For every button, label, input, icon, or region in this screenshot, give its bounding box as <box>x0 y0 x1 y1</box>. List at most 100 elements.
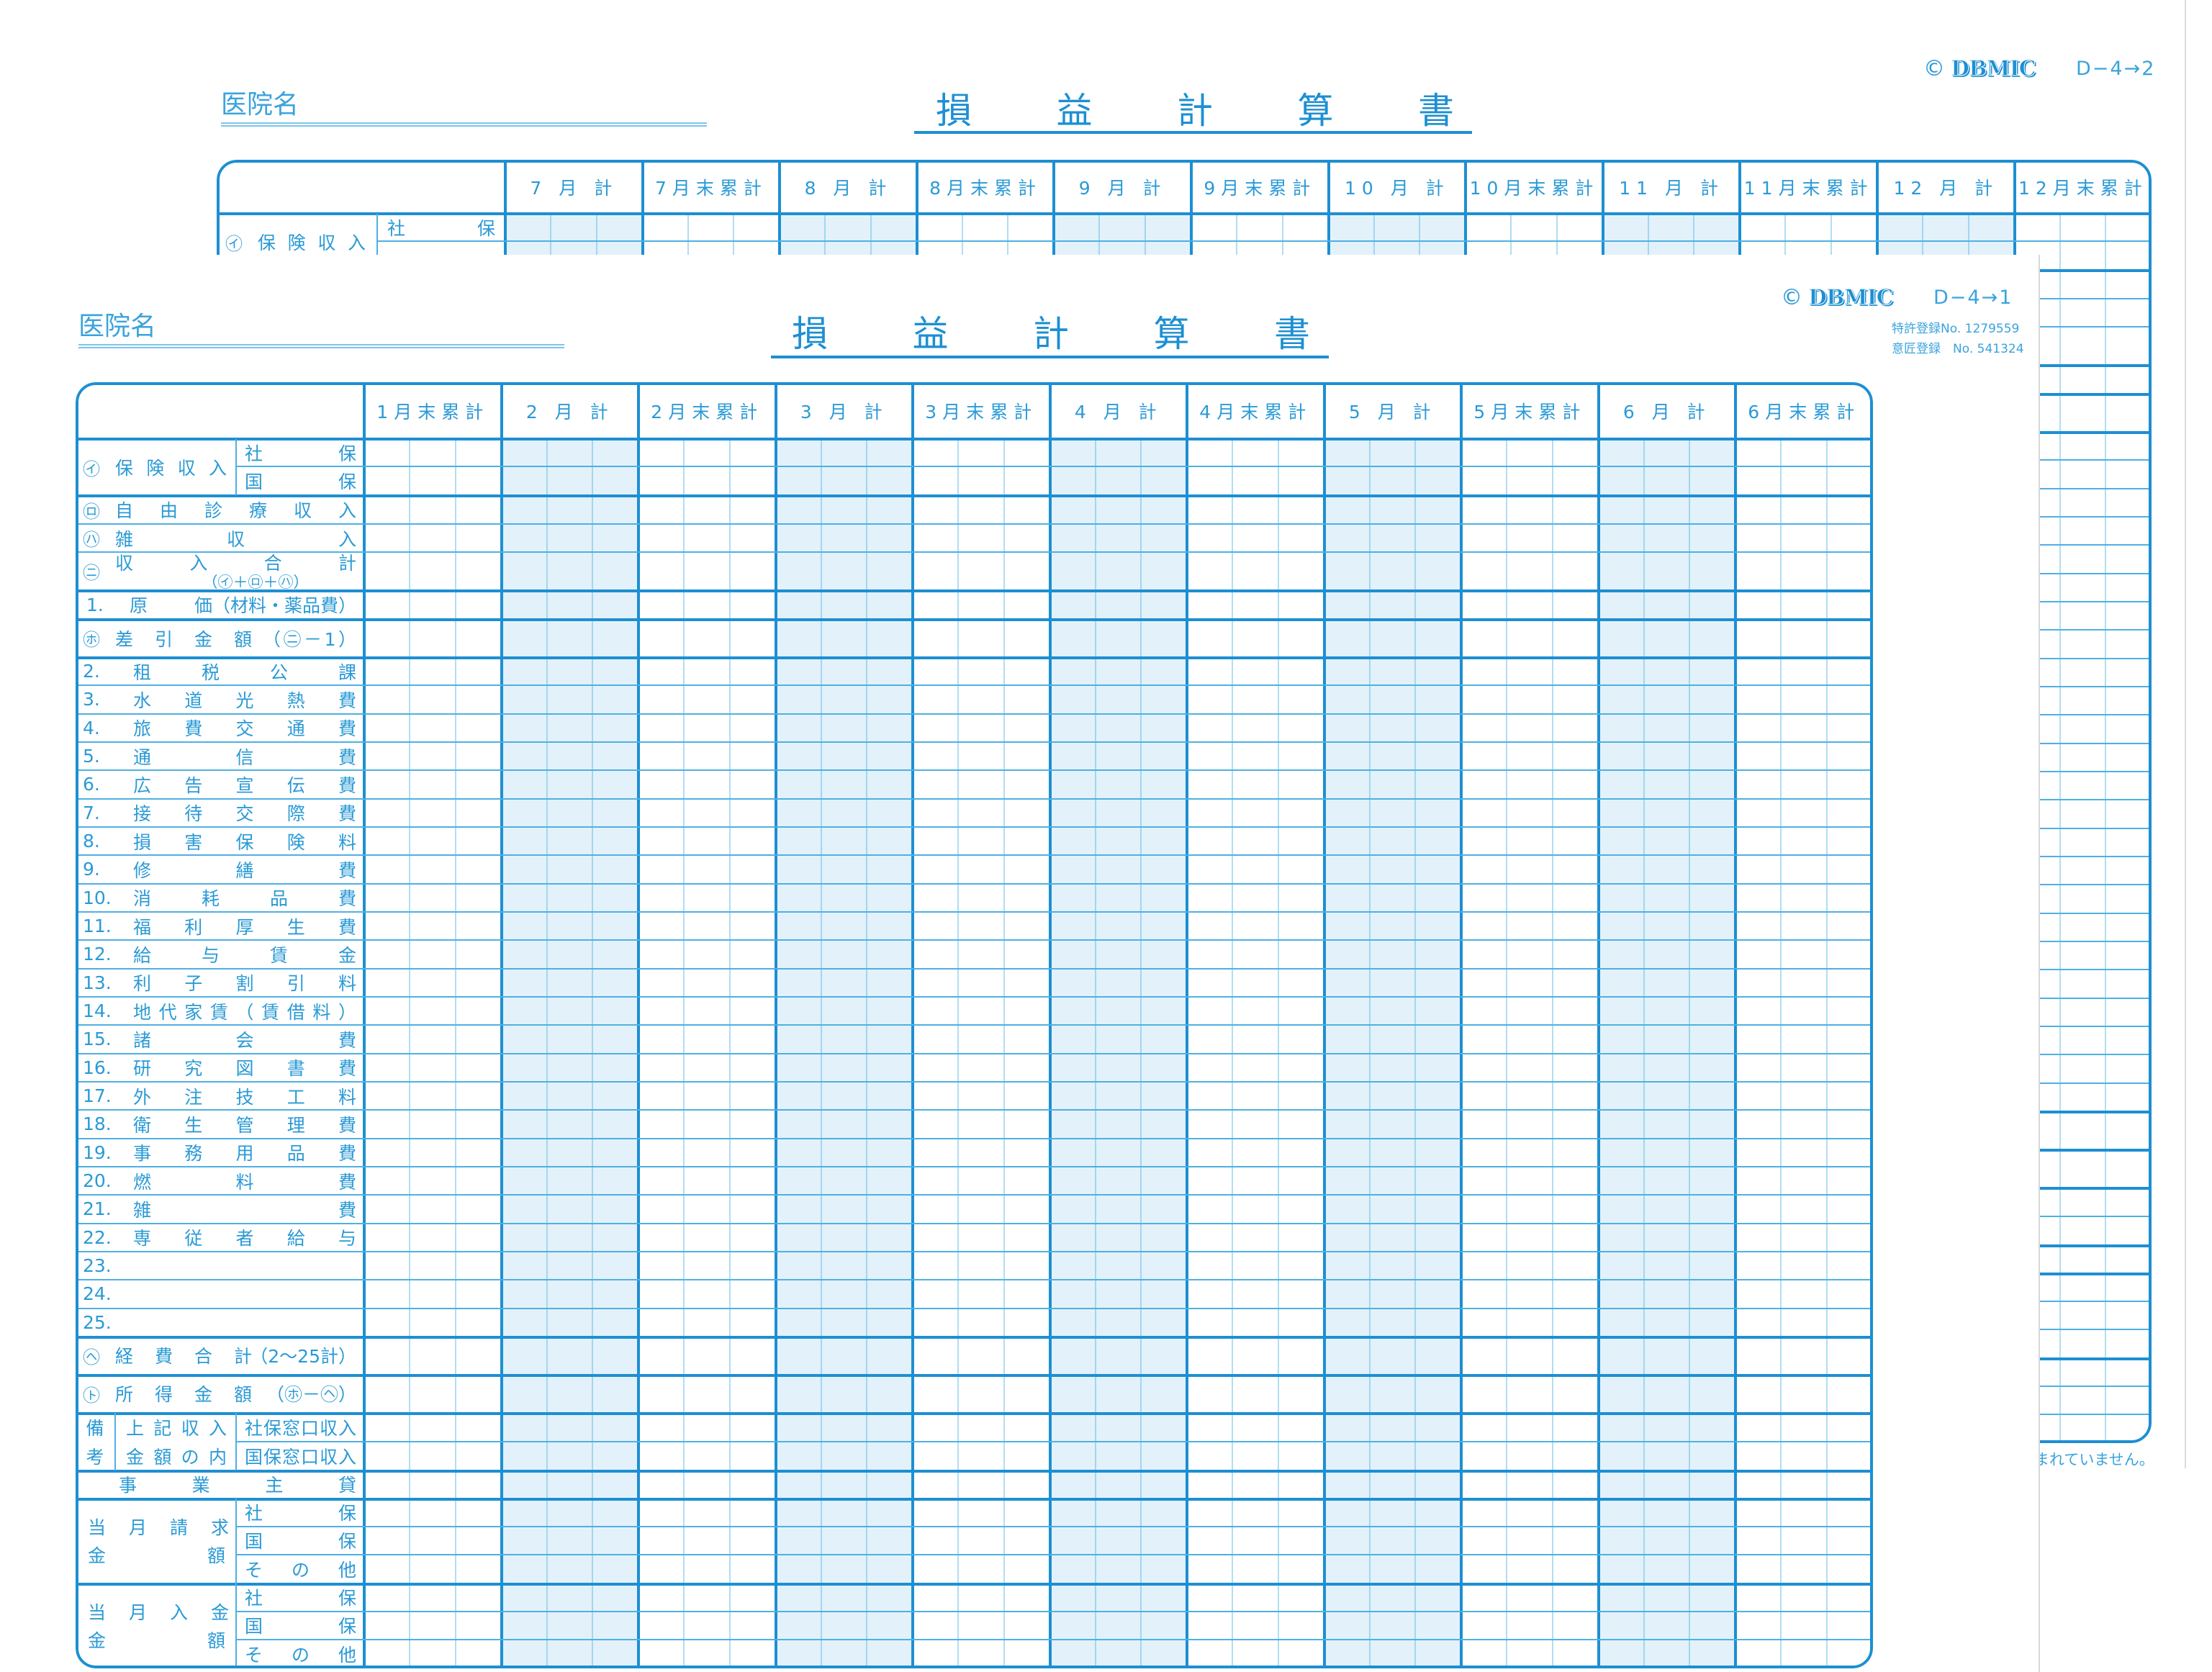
entry-cell[interactable] <box>638 713 776 742</box>
entry-cell[interactable] <box>501 883 638 912</box>
entry-cell[interactable] <box>1187 1138 1324 1167</box>
entry-cell[interactable] <box>501 1412 638 1442</box>
entry-cell[interactable] <box>1187 1498 1324 1527</box>
entry-cell[interactable] <box>638 552 776 590</box>
entry-cell[interactable] <box>501 713 638 742</box>
entry-cell[interactable] <box>1324 1611 1461 1640</box>
entry-cell[interactable] <box>638 1195 776 1224</box>
entry-cell[interactable] <box>1735 552 1873 590</box>
entry-cell[interactable] <box>1324 883 1461 912</box>
entry-cell[interactable] <box>775 883 913 912</box>
entry-cell[interactable] <box>638 1166 776 1196</box>
entry-cell[interactable] <box>1187 713 1324 742</box>
entry-cell[interactable] <box>638 439 776 466</box>
entry-cell[interactable] <box>775 1053 913 1082</box>
entry-cell[interactable] <box>1461 1081 1599 1111</box>
entry-cell[interactable] <box>1735 1166 1873 1196</box>
entry-cell[interactable] <box>1187 1526 1324 1555</box>
entry-cell[interactable] <box>913 1611 1050 1640</box>
entry-cell[interactable] <box>1187 685 1324 714</box>
entry-cell[interactable] <box>638 1470 776 1499</box>
entry-cell[interactable] <box>1598 1526 1735 1555</box>
entry-cell[interactable] <box>638 1053 776 1082</box>
entry-cell[interactable] <box>1187 968 1324 997</box>
entry-cell[interactable] <box>1187 770 1324 799</box>
entry-cell[interactable] <box>913 1308 1050 1337</box>
entry-cell[interactable] <box>1735 657 1873 686</box>
entry-cell[interactable] <box>364 1441 502 1470</box>
hospital-name-field[interactable] <box>78 344 564 348</box>
entry-cell[interactable] <box>1049 1025 1187 1054</box>
entry-cell[interactable] <box>1049 1166 1187 1196</box>
entry-cell[interactable] <box>913 685 1050 714</box>
entry-cell[interactable] <box>2014 214 2152 241</box>
entry-cell[interactable] <box>913 713 1050 742</box>
entry-cell[interactable] <box>364 1223 502 1252</box>
entry-cell[interactable] <box>913 1110 1050 1139</box>
entry-cell[interactable] <box>638 1374 776 1413</box>
entry-cell[interactable] <box>775 657 913 686</box>
entry-cell[interactable] <box>501 770 638 799</box>
entry-cell[interactable] <box>1735 590 1873 619</box>
entry-cell[interactable] <box>364 1166 502 1196</box>
entry-cell[interactable] <box>1461 741 1599 771</box>
entry-cell[interactable] <box>364 590 502 619</box>
entry-cell[interactable] <box>501 911 638 941</box>
entry-cell[interactable] <box>364 968 502 997</box>
entry-cell[interactable] <box>1324 996 1461 1026</box>
entry-cell[interactable] <box>638 1611 776 1640</box>
entry-cell[interactable] <box>1735 798 1873 827</box>
entry-cell[interactable] <box>1461 1280 1599 1309</box>
entry-cell[interactable] <box>1461 940 1599 969</box>
entry-cell[interactable] <box>1735 1639 1873 1668</box>
entry-cell[interactable] <box>1598 1280 1735 1309</box>
entry-cell[interactable] <box>1461 1110 1599 1139</box>
entry-cell[interactable] <box>501 1025 638 1054</box>
entry-cell[interactable] <box>1461 1470 1599 1499</box>
entry-cell[interactable] <box>1461 770 1599 799</box>
entry-cell[interactable] <box>913 524 1050 552</box>
hospital-name-field[interactable] <box>221 122 707 127</box>
entry-cell[interactable] <box>1461 657 1599 686</box>
entry-cell[interactable] <box>1735 770 1873 799</box>
entry-cell[interactable] <box>775 439 913 466</box>
entry-cell[interactable] <box>638 855 776 884</box>
entry-cell[interactable] <box>364 439 502 466</box>
entry-cell[interactable] <box>1735 1554 1873 1583</box>
entry-cell[interactable] <box>638 940 776 969</box>
entry-cell[interactable] <box>1049 713 1187 742</box>
entry-cell[interactable] <box>1049 1554 1187 1583</box>
entry-cell[interactable] <box>364 1280 502 1309</box>
entry-cell[interactable] <box>913 1374 1050 1413</box>
entry-cell[interactable] <box>775 619 913 657</box>
entry-cell[interactable] <box>1735 1374 1873 1413</box>
entry-cell[interactable] <box>364 1053 502 1082</box>
entry-cell[interactable] <box>1049 883 1187 912</box>
entry-cell[interactable] <box>638 1223 776 1252</box>
entry-cell[interactable] <box>775 524 913 552</box>
entry-cell[interactable] <box>775 1526 913 1555</box>
entry-cell[interactable] <box>1461 968 1599 997</box>
entry-cell[interactable] <box>638 495 776 524</box>
entry-cell[interactable] <box>364 466 502 495</box>
entry-cell[interactable] <box>1598 770 1735 799</box>
entry-cell[interactable] <box>1187 590 1324 619</box>
entry-cell[interactable] <box>775 1280 913 1309</box>
entry-cell[interactable] <box>1598 1583 1735 1612</box>
entry-cell[interactable] <box>1049 524 1187 552</box>
entry-cell[interactable] <box>1191 214 1329 241</box>
entry-cell[interactable] <box>1324 1639 1461 1668</box>
entry-cell[interactable] <box>1598 940 1735 969</box>
entry-cell[interactable] <box>1735 1498 1873 1527</box>
entry-cell[interactable] <box>775 1308 913 1337</box>
entry-cell[interactable] <box>1461 855 1599 884</box>
entry-cell[interactable] <box>913 552 1050 590</box>
entry-cell[interactable] <box>1324 1441 1461 1470</box>
entry-cell[interactable] <box>1598 590 1735 619</box>
entry-cell[interactable] <box>1461 590 1599 619</box>
entry-cell[interactable] <box>1324 1336 1461 1375</box>
entry-cell[interactable] <box>775 770 913 799</box>
entry-cell[interactable] <box>364 1498 502 1527</box>
entry-cell[interactable] <box>1187 439 1324 466</box>
entry-cell[interactable] <box>501 1223 638 1252</box>
